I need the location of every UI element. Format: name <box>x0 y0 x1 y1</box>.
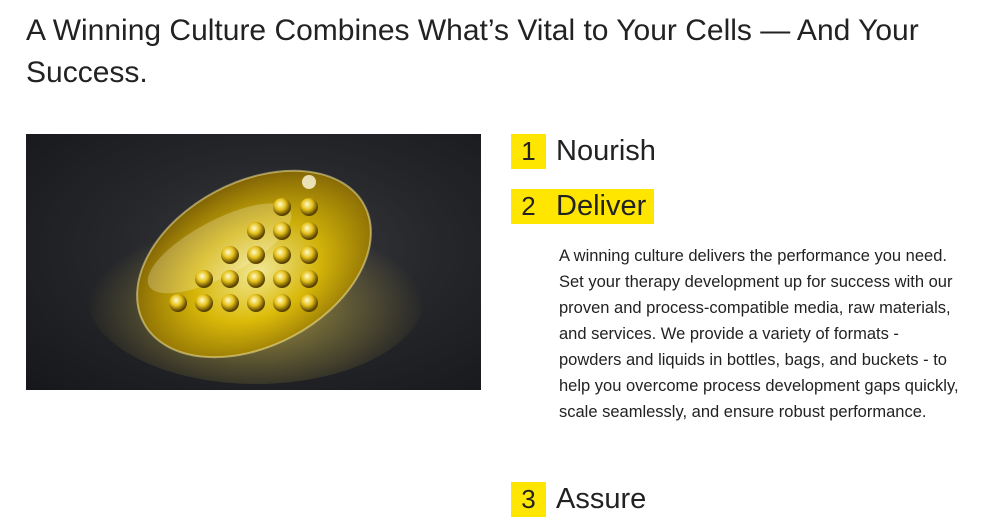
step-title: Nourish <box>556 135 656 167</box>
step-assure[interactable]: 3 Assure <box>511 482 646 517</box>
step-number: 3 <box>511 482 546 517</box>
step-title: Deliver <box>556 190 647 222</box>
step-deliver[interactable]: 2 Deliver <box>511 189 655 224</box>
step-number: 1 <box>511 134 546 169</box>
step-title: Assure <box>556 483 647 515</box>
hero-image <box>26 134 481 390</box>
page-headline: A Winning Culture Combines What’s Vital … <box>26 14 919 89</box>
bead-grid <box>169 175 318 312</box>
cell-capsule-illustration <box>86 169 426 384</box>
step-number: 2 <box>511 189 546 224</box>
step-nourish[interactable]: 1 Nourish <box>511 134 656 169</box>
step-description: A winning culture delivers the performan… <box>559 247 959 421</box>
